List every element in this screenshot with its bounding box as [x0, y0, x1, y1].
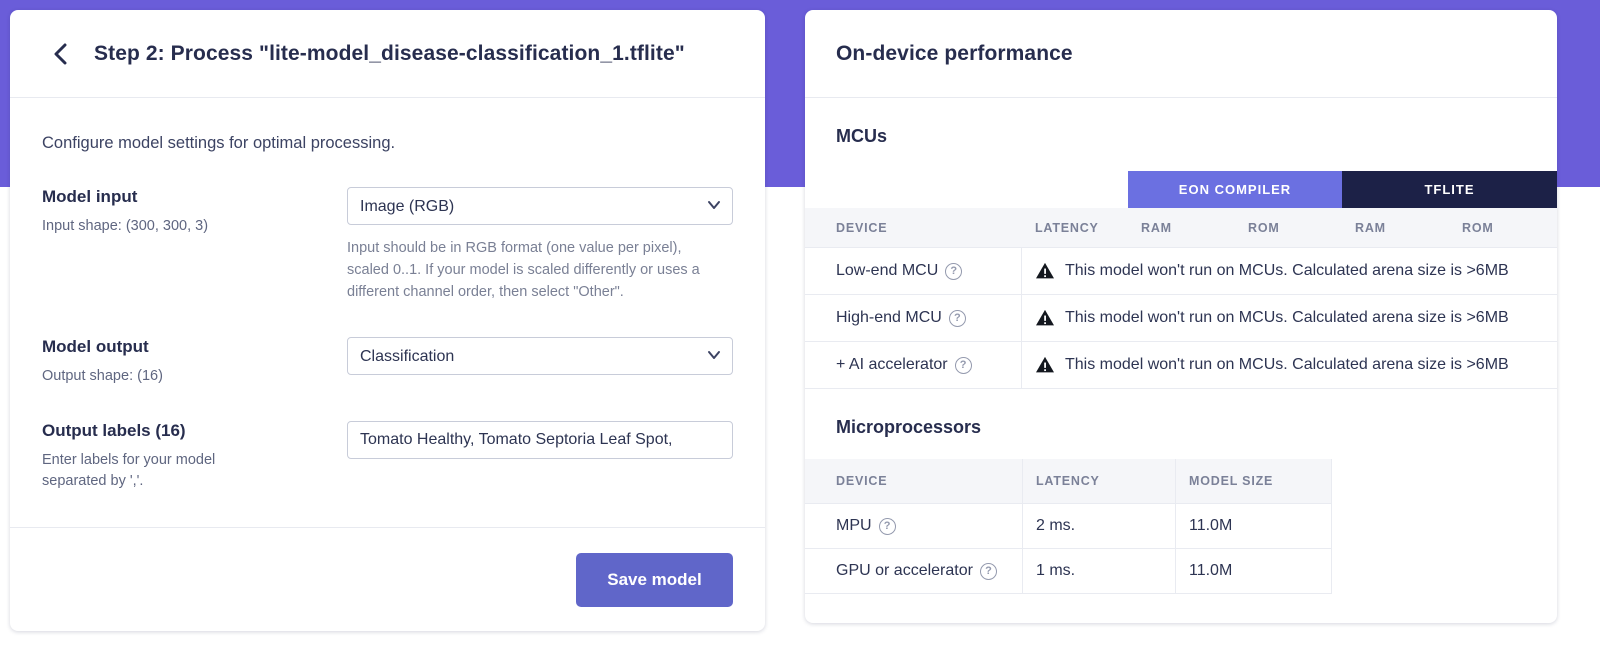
model-size-value: 11.0M — [1175, 549, 1332, 593]
output-labels-hint: Enter labels for your model separated by… — [42, 452, 216, 489]
micro-table-header: DEVICE LATENCY MODEL SIZE — [805, 459, 1331, 504]
device-name: Low-end MCU — [836, 262, 939, 279]
model-input-row: Model input Input shape: (300, 300, 3) I… — [42, 187, 733, 303]
warning-icon — [1036, 309, 1054, 326]
mcu-table: DEVICE LATENCY RAM ROM RAM ROM Low-end M… — [805, 208, 1557, 389]
microprocessors-table: DEVICE LATENCY MODEL SIZE MPU ? 2 ms. 11… — [805, 459, 1332, 594]
warning-message: This model won't run on MCUs. Calculated… — [1065, 309, 1509, 326]
model-output-row: Model output Output shape: (16) Classifi… — [42, 337, 733, 387]
output-labels-row: Output labels (16) Enter labels for your… — [42, 421, 733, 492]
column-header-latency: LATENCY — [1022, 459, 1175, 503]
model-input-select[interactable]: Image (RGB) — [347, 187, 733, 225]
table-row: + AI accelerator ? This model won't run … — [805, 342, 1557, 389]
process-model-panel: Step 2: Process "lite-model_disease-clas… — [10, 10, 765, 631]
model-input-select-wrap: Image (RGB) — [347, 187, 733, 225]
warning-icon — [1036, 356, 1054, 373]
model-size-value: 11.0M — [1175, 504, 1332, 548]
mcu-table-header: DEVICE LATENCY RAM ROM RAM ROM — [805, 208, 1557, 248]
process-form: Configure model settings for optimal pro… — [10, 98, 765, 527]
help-icon[interactable]: ? — [954, 356, 972, 374]
column-header-ram-tflite: RAM — [1355, 220, 1386, 235]
model-input-help: Input should be in RGB format (one value… — [347, 240, 700, 300]
page-title: Step 2: Process "lite-model_disease-clas… — [94, 41, 685, 65]
warning-icon — [1036, 262, 1054, 279]
model-output-label: Model output — [42, 337, 149, 356]
column-header-latency: LATENCY — [1035, 220, 1099, 235]
output-labels-input[interactable] — [347, 421, 733, 459]
device-name: + AI accelerator — [836, 356, 948, 373]
back-button[interactable] — [46, 40, 74, 68]
on-device-performance-panel: On-device performance MCUs EON COMPILER … — [805, 10, 1557, 623]
column-header-ram-eon: RAM — [1141, 220, 1172, 235]
model-output-shape: Output shape: (16) — [42, 368, 163, 384]
help-icon[interactable]: ? — [948, 309, 966, 327]
help-icon[interactable]: ? — [878, 517, 896, 535]
performance-panel-header: On-device performance — [805, 10, 1557, 98]
mcus-heading: MCUs — [836, 126, 888, 146]
help-icon[interactable]: ? — [945, 262, 963, 280]
model-output-select[interactable]: Classification — [347, 337, 733, 375]
warning-message: This model won't run on MCUs. Calculated… — [1065, 262, 1509, 279]
table-row: Low-end MCU ? This model won't run on MC… — [805, 248, 1557, 295]
column-header-device: DEVICE — [836, 474, 888, 488]
table-row: GPU or accelerator ? 1 ms. 11.0M — [805, 549, 1331, 594]
latency-value: 2 ms. — [1022, 504, 1175, 548]
output-labels-label: Output labels (16) — [42, 421, 186, 440]
process-panel-header: Step 2: Process "lite-model_disease-clas… — [10, 10, 765, 98]
tab-tflite[interactable]: TFLITE — [1342, 171, 1557, 208]
model-input-label: Model input — [42, 187, 138, 206]
save-model-button[interactable]: Save model — [576, 553, 733, 607]
table-row: High-end MCU ? This model won't run on M… — [805, 295, 1557, 342]
performance-body: MCUs EON COMPILER TFLITE DEVICE LATENCY … — [805, 98, 1557, 594]
column-header-rom-tflite: ROM — [1462, 220, 1494, 235]
performance-title: On-device performance — [836, 41, 1073, 65]
form-description: Configure model settings for optimal pro… — [42, 134, 396, 152]
column-header-rom-eon: ROM — [1248, 220, 1280, 235]
device-name: High-end MCU — [836, 309, 942, 326]
chevron-left-icon — [54, 43, 67, 64]
table-row: MPU ? 2 ms. 11.0M — [805, 504, 1331, 549]
tab-eon-compiler[interactable]: EON COMPILER — [1128, 171, 1342, 208]
model-input-shape: Input shape: (300, 300, 3) — [42, 218, 209, 234]
compiler-tabs: EON COMPILER TFLITE — [805, 171, 1557, 208]
microprocessors-heading: Microprocessors — [836, 417, 982, 437]
process-panel-footer: Save model — [10, 527, 765, 631]
column-header-device: DEVICE — [836, 220, 888, 235]
latency-value: 1 ms. — [1022, 549, 1175, 593]
device-name: GPU or accelerator — [836, 562, 973, 579]
model-output-select-wrap: Classification — [347, 337, 733, 375]
warning-message: This model won't run on MCUs. Calculated… — [1065, 356, 1509, 373]
device-name: MPU — [836, 517, 872, 534]
column-header-model-size: MODEL SIZE — [1175, 459, 1332, 503]
help-icon[interactable]: ? — [979, 562, 997, 580]
